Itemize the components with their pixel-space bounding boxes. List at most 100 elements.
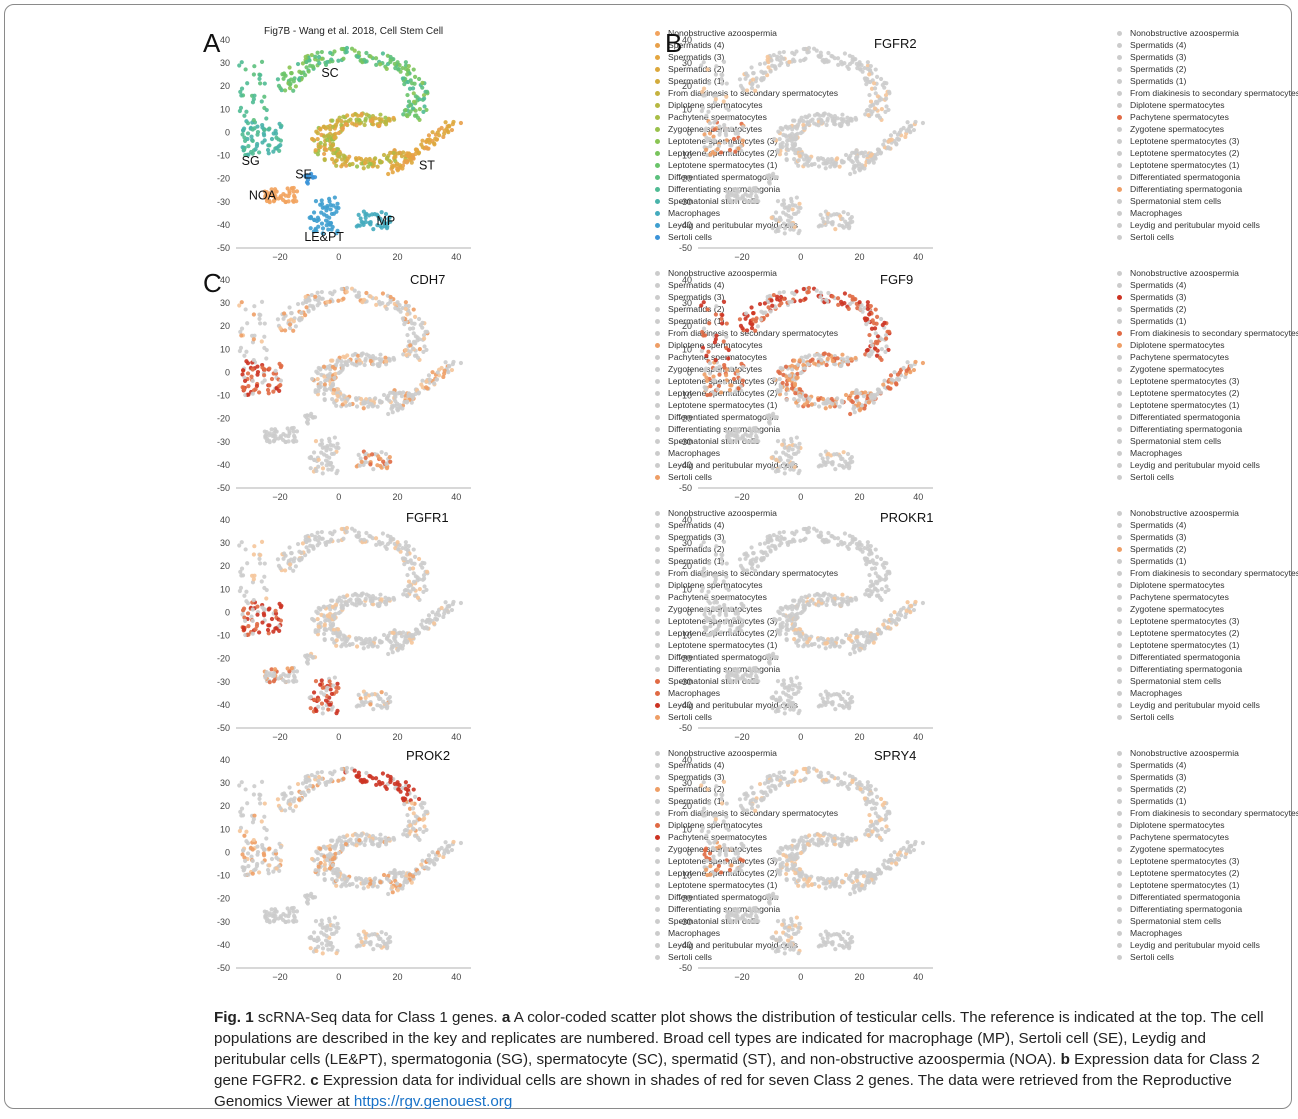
cell-point	[286, 439, 291, 444]
cell-point	[391, 355, 396, 361]
cell-point	[340, 366, 345, 371]
cell-point	[766, 65, 771, 70]
cell-point	[803, 153, 808, 158]
panel-letter-c: C	[203, 268, 222, 298]
cell-point	[753, 433, 759, 438]
cell-point	[341, 536, 346, 541]
cell-point	[704, 627, 709, 632]
cell-point	[830, 462, 835, 467]
legend-label: Zygotene spermatocytes	[1130, 124, 1225, 134]
cell-point	[873, 331, 878, 336]
cell-point	[364, 592, 369, 597]
legend-dot	[1117, 642, 1122, 648]
cell-point	[826, 352, 831, 357]
cell-point	[238, 89, 243, 94]
cell-point	[378, 160, 383, 165]
legend-label: Spermatids (1)	[668, 556, 725, 566]
legend-dot	[1117, 510, 1122, 516]
cell-point	[714, 333, 719, 338]
legend-dot	[655, 126, 660, 132]
legend-label: Spermatids (3)	[1130, 52, 1187, 62]
cell-point	[357, 118, 362, 123]
legend-label: Sertoli cells	[1130, 472, 1174, 482]
cell-point	[797, 153, 802, 159]
y-tick-label: 20	[220, 321, 230, 331]
legend-label: Leydig and peritubular myoid cells	[1130, 460, 1260, 470]
cell-point	[825, 699, 830, 705]
cell-point	[386, 651, 391, 657]
cell-point	[283, 193, 288, 198]
cell-point	[788, 467, 793, 472]
cell-point	[798, 627, 803, 632]
cell-point	[819, 598, 824, 603]
cell-point	[306, 69, 311, 74]
cell-point	[905, 120, 910, 125]
cell-point	[801, 362, 806, 368]
cell-point	[251, 72, 256, 77]
cell-point	[384, 546, 389, 551]
cell-point	[776, 129, 781, 134]
legend-item: Spermatids (2)	[1117, 63, 1298, 75]
cell-point	[786, 617, 792, 623]
cell-point	[334, 685, 339, 690]
cell-point	[879, 107, 884, 112]
cell-point	[422, 584, 427, 589]
cell-point	[326, 707, 331, 712]
cell-point	[246, 632, 251, 637]
cell-point	[381, 459, 386, 464]
cell-point	[802, 366, 807, 371]
cell-point	[753, 568, 758, 573]
cell-point	[846, 306, 851, 311]
cell-point	[267, 126, 272, 131]
cell-point	[865, 347, 870, 353]
cell-point	[825, 596, 830, 601]
cell-point	[294, 669, 300, 674]
cell-point	[793, 627, 799, 632]
cell-point	[362, 57, 367, 62]
cell-point	[861, 394, 867, 399]
cell-point	[343, 160, 348, 165]
cell-point	[904, 368, 909, 373]
cell-point	[417, 587, 422, 592]
cell-point	[291, 669, 296, 674]
cell-point	[388, 534, 393, 540]
cell-point	[801, 599, 806, 604]
cell-point	[784, 637, 789, 643]
cell-point	[713, 577, 718, 582]
legend-dot	[1117, 666, 1122, 672]
cell-point	[823, 166, 828, 171]
cell-point	[873, 547, 878, 552]
cell-point	[446, 123, 452, 129]
y-tick-label: 10	[220, 104, 230, 114]
cell-point	[903, 134, 908, 140]
cell-point	[783, 452, 789, 457]
cell-point	[831, 452, 837, 457]
cell-point	[717, 132, 722, 137]
cell-point	[384, 466, 390, 471]
y-tick-label: 30	[682, 58, 692, 68]
cell-point	[413, 94, 418, 99]
cell-point	[242, 375, 247, 380]
cell-point	[319, 461, 325, 466]
cell-point	[867, 72, 872, 77]
cell-point	[368, 54, 373, 59]
cell-point	[291, 433, 297, 438]
cell-point	[862, 65, 867, 71]
cell-point	[288, 77, 294, 82]
cell-point	[750, 557, 756, 562]
cell-point	[818, 113, 823, 118]
cell-point	[870, 103, 875, 108]
cell-point	[269, 427, 274, 432]
cell-point	[903, 374, 908, 380]
cell-point	[785, 146, 790, 152]
legend-dot	[655, 306, 660, 312]
cell-point	[871, 561, 877, 566]
cell-point	[400, 556, 405, 561]
cell-point	[251, 312, 256, 317]
cell-point	[311, 450, 317, 455]
cell-point	[249, 374, 254, 379]
y-tick-label: 40	[220, 515, 230, 525]
cell-point	[281, 551, 287, 556]
cell-point	[820, 216, 825, 221]
cell-point	[904, 608, 909, 613]
